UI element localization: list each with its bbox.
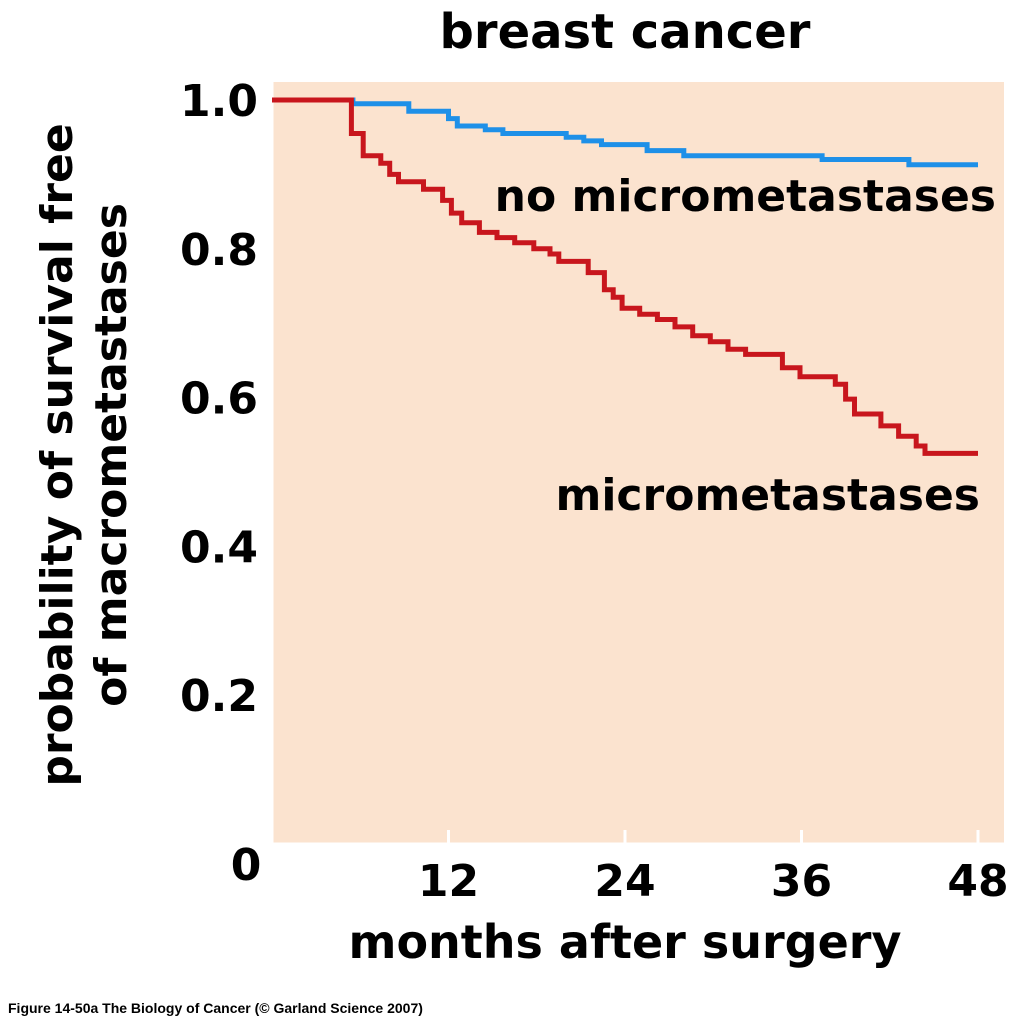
- x-tick-label: 48: [947, 856, 1008, 907]
- x-axis-ticks: 12 24 36 48: [418, 830, 1009, 907]
- x-tick-label: 24: [594, 856, 655, 907]
- y-tick-label: 0.8: [180, 225, 258, 276]
- chart-title: breast cancer: [440, 4, 811, 60]
- origin-label: 0: [231, 840, 262, 891]
- series-line-no-micrometastases: [272, 97, 978, 168]
- y-tick-label: 1.0: [180, 76, 258, 127]
- series-layer: [272, 97, 978, 456]
- y-tick-label: 0.6: [180, 374, 258, 425]
- series-label-no-micrometastases: no micrometastases: [495, 171, 996, 222]
- y-tick-label: 0.4: [180, 522, 258, 573]
- x-tick-label: 12: [418, 856, 479, 907]
- y-axis-ticks: 0.2 0.4 0.6 0.8 1.0: [180, 76, 272, 722]
- figure-caption: Figure 14-50a The Biology of Cancer (© G…: [8, 1000, 423, 1016]
- x-axis-title: months after surgery: [349, 915, 902, 969]
- series-label-micrometastases: micrometastases: [556, 470, 981, 521]
- x-tick-label: 36: [771, 856, 832, 907]
- survival-chart: 0.2 0.4 0.6 0.8 1.0 12 24 36 48 breast cancer 0…: [32, 4, 1009, 969]
- plot-background: [272, 82, 1004, 844]
- y-axis-title-line2: of macrometastases: [86, 203, 137, 707]
- y-tick-label: 0.2: [180, 671, 258, 722]
- series-line-micrometastases: [272, 97, 978, 456]
- y-axis-title-line1: probability of survival free: [32, 123, 83, 786]
